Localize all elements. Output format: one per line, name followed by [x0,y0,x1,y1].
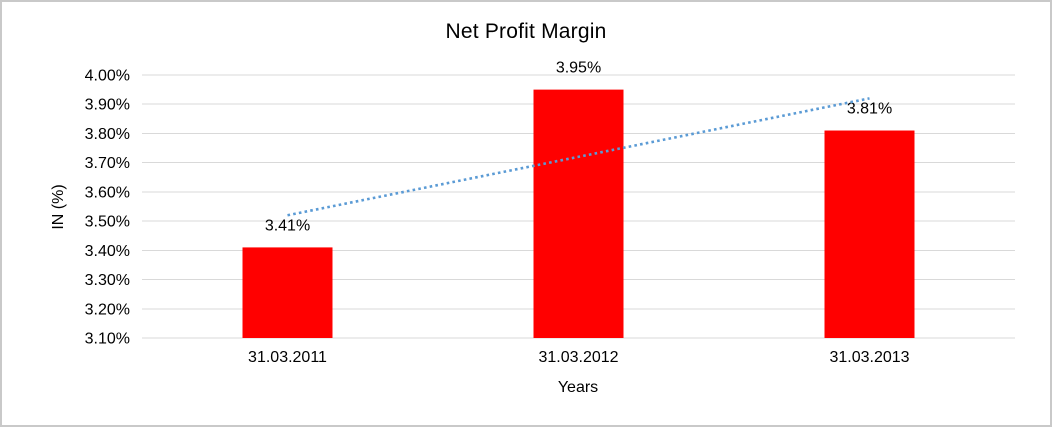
bar [242,247,333,338]
bar [533,89,624,338]
bar [824,130,915,338]
y-tick-label: 3.30% [85,272,130,289]
y-tick-label: 3.20% [85,301,130,318]
x-tick-label: 31.03.2013 [829,349,909,366]
x-tick-label: 31.03.2012 [538,349,618,366]
y-tick-label: 4.00% [85,68,130,85]
y-tick-label: 3.80% [85,126,130,143]
bar-data-label: 3.95% [556,60,601,77]
y-tick-label: 3.10% [85,331,130,348]
y-tick-label: 3.70% [85,155,130,172]
y-tick-label: 3.50% [85,214,130,231]
y-tick-label: 3.60% [85,184,130,201]
y-tick-label: 3.40% [85,243,130,260]
chart-title: Net Profit Margin [445,20,607,43]
x-axis-title: Years [557,379,599,396]
y-tick-label: 3.90% [85,97,130,114]
x-tick-label: 31.03.2011 [248,349,327,366]
bar-data-label: 3.41% [265,217,310,234]
bar-data-label: 3.81% [847,101,892,118]
trendline [287,97,870,217]
